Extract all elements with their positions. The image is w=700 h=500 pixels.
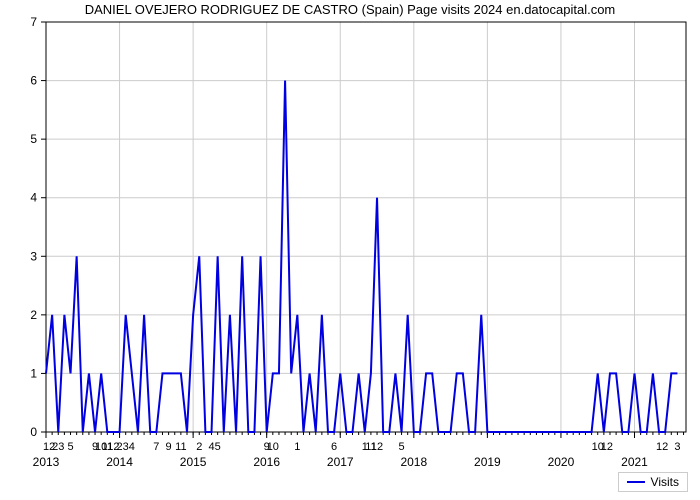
svg-text:12: 12: [371, 441, 383, 453]
svg-text:3: 3: [674, 441, 680, 453]
svg-text:2017: 2017: [327, 455, 354, 469]
svg-text:6: 6: [331, 441, 337, 453]
svg-text:2: 2: [662, 441, 668, 453]
svg-text:23: 23: [52, 441, 64, 453]
svg-text:11: 11: [175, 441, 186, 453]
svg-text:234: 234: [117, 441, 135, 453]
legend-swatch: [627, 481, 645, 483]
svg-text:6: 6: [30, 74, 37, 88]
svg-text:2: 2: [607, 441, 613, 453]
svg-text:4: 4: [30, 191, 37, 205]
svg-text:2021: 2021: [621, 455, 648, 469]
svg-text:7: 7: [30, 15, 37, 29]
svg-text:3: 3: [30, 249, 37, 263]
visits-line-chart: 0123456720132014201520162017201820192020…: [0, 0, 700, 500]
svg-text:2015: 2015: [180, 455, 207, 469]
svg-text:5: 5: [215, 441, 221, 453]
svg-text:5: 5: [30, 132, 37, 146]
svg-text:5: 5: [398, 441, 404, 453]
svg-text:5: 5: [67, 441, 73, 453]
svg-text:2016: 2016: [253, 455, 280, 469]
svg-text:2018: 2018: [400, 455, 427, 469]
svg-text:2020: 2020: [548, 455, 575, 469]
svg-text:2: 2: [196, 441, 202, 453]
svg-text:0: 0: [30, 425, 37, 439]
svg-text:2019: 2019: [474, 455, 501, 469]
legend: Visits: [618, 472, 688, 492]
svg-text:2: 2: [30, 308, 37, 322]
svg-text:2014: 2014: [106, 455, 133, 469]
svg-text:9: 9: [166, 441, 172, 453]
svg-text:1: 1: [294, 441, 300, 453]
svg-text:2013: 2013: [33, 455, 60, 469]
svg-text:1: 1: [30, 366, 37, 380]
svg-text:7: 7: [153, 441, 159, 453]
svg-text:10: 10: [267, 441, 279, 453]
legend-label: Visits: [651, 475, 679, 489]
